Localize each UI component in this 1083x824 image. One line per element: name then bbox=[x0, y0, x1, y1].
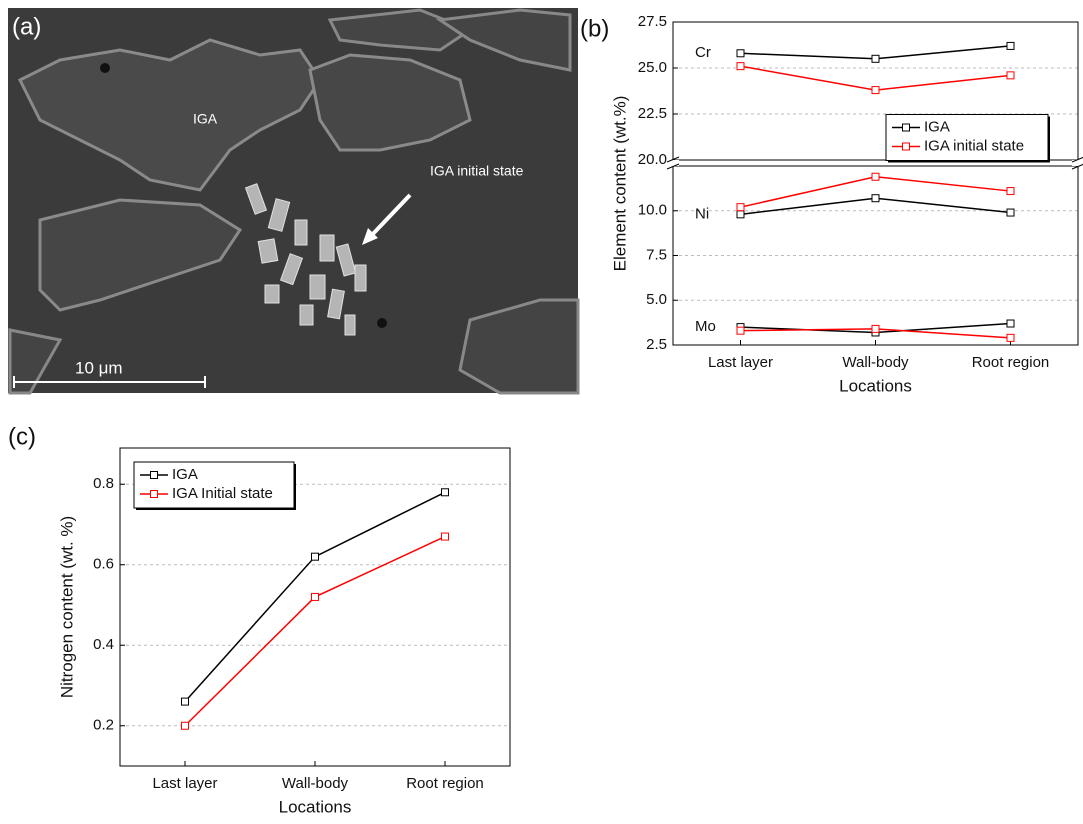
marker bbox=[871, 172, 880, 181]
legend-marker bbox=[902, 142, 910, 151]
y-tick-label: 20.0 bbox=[638, 151, 667, 168]
panel-label: (a) bbox=[12, 13, 41, 40]
x-tick-label: Wall-body bbox=[842, 354, 909, 371]
marker bbox=[736, 326, 745, 335]
marker bbox=[181, 721, 189, 730]
sem-image: (a) IGA IGA initial state 10 μm bbox=[8, 8, 580, 395]
legend bbox=[133, 461, 295, 509]
x-tick-label: Root region bbox=[972, 354, 1050, 371]
marker bbox=[871, 324, 880, 333]
marker bbox=[1006, 187, 1015, 196]
element-label: Ni bbox=[695, 205, 709, 222]
marker bbox=[441, 488, 449, 497]
legend-marker bbox=[150, 471, 158, 479]
marker bbox=[871, 194, 880, 203]
annotation: IGA initial state bbox=[430, 163, 524, 179]
marker bbox=[311, 592, 319, 601]
y-tick-label: 0.6 bbox=[93, 556, 114, 573]
x-tick-label: Last layer bbox=[152, 775, 217, 792]
marker bbox=[871, 54, 880, 63]
y-tick-label: 22.5 bbox=[638, 105, 667, 122]
legend-label: IGA bbox=[924, 118, 950, 135]
marker bbox=[1006, 41, 1015, 50]
y-tick-label: 0.2 bbox=[93, 717, 114, 734]
marker bbox=[871, 86, 880, 95]
legend-label: IGA Initial state bbox=[172, 485, 273, 502]
x-axis-label: Locations bbox=[839, 376, 912, 395]
y-tick-label: 0.4 bbox=[93, 636, 114, 653]
plot-frame bbox=[672, 21, 1079, 161]
y-tick-label: 5.0 bbox=[646, 291, 667, 308]
element-label: Mo bbox=[695, 318, 716, 335]
x-axis-label: Locations bbox=[279, 797, 352, 816]
marker bbox=[736, 49, 745, 58]
marker bbox=[1006, 333, 1015, 342]
y-tick-label: 25.0 bbox=[638, 59, 667, 76]
y-axis-label: Element content (wt.%) bbox=[610, 96, 629, 272]
series-line bbox=[740, 175, 1011, 208]
axis-break bbox=[667, 160, 679, 166]
scale-bar-label: 10 μm bbox=[75, 358, 123, 377]
marker bbox=[311, 552, 319, 561]
legend-label: IGA initial state bbox=[924, 137, 1024, 154]
annotation: IGA bbox=[193, 111, 218, 127]
axis-break bbox=[1071, 163, 1083, 170]
y-tick-label: 27.5 bbox=[638, 13, 667, 30]
marker bbox=[736, 62, 745, 71]
panel-label: (b) bbox=[580, 15, 609, 42]
marker bbox=[1006, 71, 1015, 80]
panel-label: (c) bbox=[8, 423, 36, 450]
x-tick-label: Last layer bbox=[708, 354, 773, 371]
marker bbox=[1006, 319, 1015, 328]
marker bbox=[181, 697, 189, 706]
marker bbox=[736, 203, 745, 212]
element-label: Cr bbox=[695, 44, 711, 61]
x-tick-label: Root region bbox=[406, 775, 484, 792]
y-axis-label: Nitrogen content (wt. %) bbox=[57, 516, 76, 698]
y-tick-label: 0.8 bbox=[93, 475, 114, 492]
marker bbox=[1006, 208, 1015, 217]
legend bbox=[885, 114, 1049, 161]
axis-break bbox=[666, 163, 680, 170]
axis-break bbox=[666, 156, 680, 163]
y-tick-label: 2.5 bbox=[646, 336, 667, 353]
axis-break bbox=[1072, 160, 1083, 166]
y-tick-label: 10.0 bbox=[638, 202, 667, 219]
x-tick-label: Wall-body bbox=[282, 775, 349, 792]
marker bbox=[441, 532, 449, 541]
y-tick-label: 7.5 bbox=[646, 246, 667, 263]
legend-label: IGA bbox=[172, 466, 198, 483]
marker bbox=[736, 210, 745, 219]
legend-marker bbox=[150, 490, 158, 498]
legend-marker bbox=[902, 123, 910, 132]
axis-break bbox=[1071, 156, 1083, 163]
